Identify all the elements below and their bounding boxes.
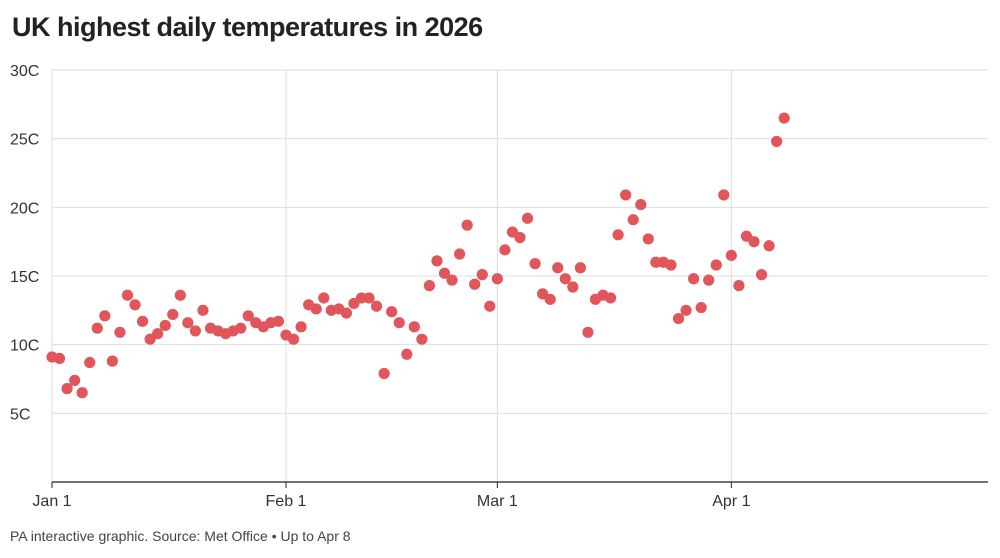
data-point <box>114 326 126 338</box>
data-point <box>718 189 730 201</box>
data-point <box>340 307 352 319</box>
data-point <box>423 280 436 292</box>
data-point <box>514 231 526 244</box>
data-point <box>197 304 209 316</box>
data-point <box>469 278 481 290</box>
data-point <box>61 383 73 395</box>
data-point <box>604 292 617 304</box>
data-point <box>642 233 654 245</box>
data-point <box>99 310 111 322</box>
data-point <box>672 312 685 325</box>
data-point <box>680 304 692 316</box>
source-footer: PA interactive graphic. Source: Met Offi… <box>10 528 351 544</box>
data-point <box>620 189 632 201</box>
data-point <box>431 255 443 267</box>
data-point <box>778 112 790 124</box>
data-point <box>76 387 88 399</box>
data-point <box>695 301 707 314</box>
data-point <box>189 325 202 337</box>
data-point <box>665 259 677 271</box>
y-tick-label: 10C <box>10 338 39 355</box>
data-point <box>574 262 586 274</box>
data-point <box>272 315 285 327</box>
data-point <box>748 236 760 248</box>
data-point <box>446 274 458 286</box>
data-point <box>688 273 700 285</box>
data-point <box>182 317 194 329</box>
data-point <box>370 300 383 312</box>
data-point <box>763 240 775 252</box>
data-point <box>529 258 541 270</box>
data-point <box>106 355 118 367</box>
data-point <box>461 219 473 231</box>
chart-title: UK highest daily temperatures in 2026 <box>12 12 483 42</box>
x-tick-label: Feb 1 <box>266 493 307 510</box>
data-point <box>710 259 722 271</box>
data-point <box>69 374 81 386</box>
data-point <box>393 317 405 329</box>
x-tick-label: Jan 1 <box>32 493 71 510</box>
data-point <box>627 214 639 226</box>
y-tick-label: 15C <box>10 269 39 286</box>
data-point <box>408 321 420 333</box>
tick-labels: 5C 10C 15C 20C 25C 30C Jan 1 Feb 1 Mar 1 Apr 1 <box>10 63 751 510</box>
data-point <box>152 328 164 340</box>
data-point <box>612 229 624 241</box>
data-point <box>386 306 398 318</box>
data-point <box>84 356 96 369</box>
x-axis <box>51 481 988 488</box>
data-point <box>484 300 496 312</box>
y-tick-label: 20C <box>10 200 39 217</box>
data-point <box>310 303 322 315</box>
data-point <box>53 352 66 364</box>
data-point <box>552 262 564 274</box>
data-point <box>401 348 413 360</box>
data-point <box>733 280 745 292</box>
data-point <box>174 289 186 301</box>
data-point <box>363 292 375 304</box>
data-point <box>136 315 149 327</box>
grid-lines <box>51 69 988 482</box>
data-point <box>725 249 737 261</box>
data-point <box>582 326 594 338</box>
data-point <box>476 269 488 281</box>
data-point <box>235 322 247 334</box>
data-point <box>416 333 428 345</box>
data-point <box>121 289 134 301</box>
data-point <box>755 269 768 281</box>
data-point <box>167 308 179 321</box>
data-point <box>295 321 307 333</box>
data-point <box>567 281 579 293</box>
x-tick-label: Mar 1 <box>477 493 518 510</box>
data-point <box>91 322 103 334</box>
data-point <box>559 273 571 285</box>
data-point <box>159 319 171 332</box>
data-point <box>378 367 390 380</box>
data-point <box>438 267 451 279</box>
data-point <box>499 244 511 256</box>
data-point <box>287 333 300 345</box>
data-point <box>129 299 141 311</box>
data-point <box>771 135 783 148</box>
data-point <box>454 248 466 260</box>
y-tick-label: 5C <box>10 406 30 423</box>
y-tick-label: 25C <box>10 132 39 149</box>
y-tick-label: 30C <box>10 63 39 80</box>
data-point <box>544 293 556 305</box>
data-point <box>318 292 330 304</box>
data-point <box>491 273 503 285</box>
data-point <box>521 212 534 224</box>
x-tick-label: Apr 1 <box>712 493 750 510</box>
data-point <box>635 198 647 211</box>
data-point <box>242 310 254 322</box>
data-point <box>703 274 715 286</box>
data-points <box>46 112 790 399</box>
